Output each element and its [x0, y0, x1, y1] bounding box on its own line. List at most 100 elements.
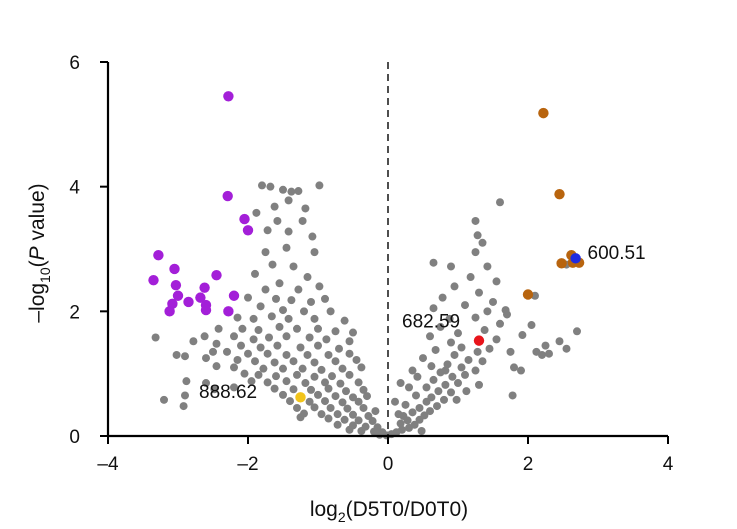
data-point-gray — [359, 403, 368, 412]
data-point-gray — [321, 378, 329, 387]
data-point-gray — [210, 385, 219, 394]
data-point-gray — [349, 393, 357, 402]
data-point-gray — [396, 419, 405, 428]
data-point-gray — [445, 314, 454, 323]
data-point-orange — [556, 258, 567, 269]
data-point-gray — [429, 304, 438, 313]
data-point-gray — [307, 297, 315, 306]
data-point-gray — [431, 345, 440, 354]
data-point-gray — [447, 262, 455, 271]
data-point-gray — [454, 379, 462, 388]
data-point-gray — [310, 372, 319, 381]
data-point-purple — [169, 263, 180, 275]
data-point-gray — [541, 341, 550, 350]
data-point-gray — [473, 347, 482, 356]
data-point-gray — [294, 285, 303, 294]
data-point-gray — [321, 294, 329, 303]
data-point-gray — [263, 226, 272, 235]
data-point-gray — [310, 403, 319, 412]
data-point-gray — [289, 357, 298, 366]
data-point-gray — [573, 327, 581, 336]
data-point-purple — [164, 306, 175, 317]
data-point-gray — [244, 293, 252, 302]
data-point-purple — [223, 91, 234, 102]
x-tick-label: 2 — [523, 454, 534, 475]
data-point-gray — [202, 379, 210, 388]
data-point-gray — [270, 358, 279, 367]
data-point-gray — [471, 248, 480, 257]
data-point-gray — [429, 258, 438, 267]
data-point-gray — [408, 366, 417, 375]
data-point-gray — [268, 260, 277, 269]
data-point-gray — [279, 306, 287, 315]
data-point-gray — [359, 385, 368, 394]
data-point-gray — [273, 216, 282, 225]
data-point-gray — [279, 364, 287, 373]
data-point-gray — [247, 377, 256, 386]
data-point-gray — [310, 248, 319, 257]
data-point-gray — [461, 370, 469, 379]
data-point-gray — [209, 347, 217, 356]
data-point-gray — [326, 307, 335, 316]
data-point-gray — [475, 380, 483, 389]
data-point-gray — [433, 402, 441, 411]
data-point-gray — [261, 285, 270, 294]
data-point-gray — [452, 395, 461, 404]
data-point-gray — [317, 365, 326, 374]
data-point-gray — [179, 402, 188, 411]
data-point-gray — [420, 411, 429, 420]
data-point-orange — [522, 289, 534, 300]
data-point-gray — [275, 279, 284, 288]
data-point-gray — [342, 387, 350, 396]
data-point-gray — [518, 331, 527, 340]
data-point-gray — [492, 277, 501, 286]
data-point-gray — [212, 339, 221, 348]
data-point-gray — [189, 337, 198, 346]
data-point-gray — [464, 355, 473, 364]
data-point-gray — [294, 187, 303, 196]
data-point-gray — [450, 350, 459, 359]
data-point-gray — [284, 196, 293, 205]
y-tick-label: 4 — [69, 178, 80, 199]
data-point-gray — [261, 248, 270, 257]
points-layer — [148, 91, 585, 440]
data-point-gray — [200, 332, 209, 341]
data-point-gray — [305, 333, 314, 342]
data-point-gray — [340, 415, 349, 424]
data-point-gray — [419, 354, 427, 363]
data-point-gray — [282, 243, 291, 252]
data-point-gray — [324, 414, 333, 423]
data-point-gray — [258, 181, 266, 190]
data-point-gray — [282, 332, 291, 341]
data-point-gray — [270, 384, 279, 393]
data-point-gray — [237, 341, 245, 350]
data-point-gray — [349, 410, 357, 419]
data-point-gray — [300, 307, 308, 316]
data-point-orange — [538, 107, 549, 119]
data-point-gray — [324, 384, 333, 393]
data-point-gray — [340, 316, 349, 325]
data-point-gray — [293, 403, 301, 412]
point-annotation: 888.62 — [199, 382, 257, 403]
data-point-gray — [326, 403, 335, 412]
data-point-gray — [230, 383, 238, 392]
data-point-gray — [480, 326, 489, 335]
data-point-gray — [230, 363, 238, 372]
data-point-gray — [478, 357, 487, 366]
data-point-gray — [289, 262, 298, 271]
data-point-gray — [230, 332, 238, 341]
data-point-gray — [181, 391, 189, 400]
data-point-gray — [182, 377, 191, 386]
data-point-gray — [555, 337, 564, 346]
data-point-gray — [461, 301, 469, 310]
x-tick-label: –4 — [97, 454, 119, 475]
x-tick-label: 4 — [663, 454, 674, 475]
data-point-gray — [427, 362, 436, 371]
data-point-gray — [538, 350, 546, 359]
data-point-gray — [357, 363, 366, 372]
data-point-gray — [443, 360, 452, 369]
data-point-gray — [371, 407, 380, 416]
data-point-gray — [315, 181, 324, 190]
data-point-gray — [506, 347, 515, 356]
data-point-gray — [308, 232, 317, 241]
